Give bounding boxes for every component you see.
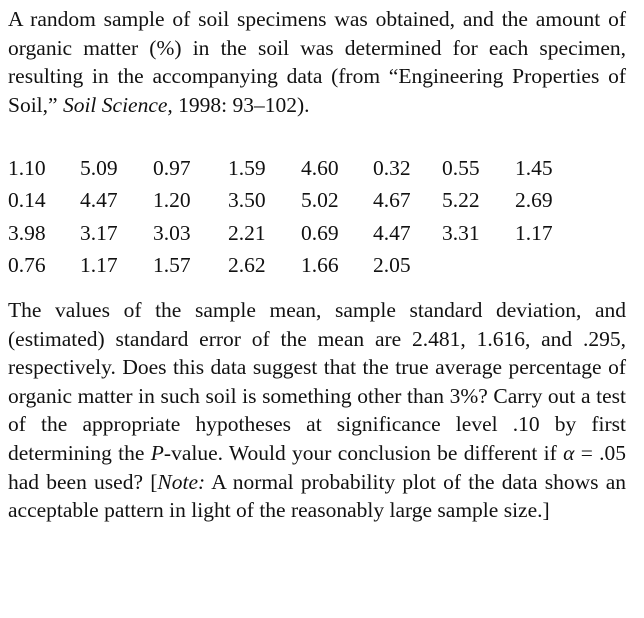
data-row: 3.98 3.17 3.03 2.21 0.69 4.47 3.31 1.17 [8, 217, 575, 249]
organic-matter-data-table: 1.10 5.09 0.97 1.59 4.60 0.32 0.55 1.45 0.14 4.47… [8, 152, 575, 281]
data-row: 1.10 5.09 0.97 1.59 4.60 0.32 0.55 1.45 [8, 152, 575, 184]
journal-title: Soil Science, [62, 92, 173, 117]
citation-pages: 1998: 93–102). [172, 92, 310, 117]
data-value: 4.67 [373, 188, 411, 213]
data-value: 3.17 [80, 220, 118, 245]
question-text-3: = .05 had been used? [ [8, 440, 627, 494]
intro-text: A random sample of soil specimens was ob… [8, 7, 626, 117]
data-row: 0.14 4.47 1.20 3.50 5.02 4.67 5.22 2.69 [8, 184, 575, 216]
intro-paragraph: A random sample of soil specimens was ob… [8, 5, 626, 119]
data-value: 4.47 [373, 220, 411, 245]
data-value: 0.14 [8, 188, 46, 213]
data-value: 3.31 [442, 220, 480, 245]
note-label: Note: [157, 469, 206, 494]
data-value: 2.69 [515, 188, 553, 213]
data-value: 0.32 [373, 156, 411, 180]
data-value: 0.69 [301, 220, 339, 245]
data-value: 1.17 [80, 252, 118, 277]
data-value: 0.97 [153, 156, 191, 180]
data-value: 1.57 [153, 252, 191, 277]
data-value: 1.20 [153, 188, 191, 213]
question-text: The values of the sample mean, sample st… [8, 298, 626, 465]
data-row: 0.76 1.17 1.57 2.62 1.66 2.05 [8, 249, 575, 281]
data-value: 0.76 [8, 252, 46, 277]
data-value: 5.22 [442, 188, 480, 213]
question-paragraph: The values of the sample mean, sample st… [8, 296, 626, 525]
data-value: 1.45 [515, 156, 553, 180]
alpha-symbol: α [563, 440, 575, 465]
data-value: 1.10 [8, 156, 46, 180]
data-value: 2.21 [228, 220, 266, 245]
note-text: A normal probability plot of the data sh… [8, 469, 626, 523]
data-value: 1.59 [228, 156, 266, 180]
data-value: 3.03 [153, 220, 191, 245]
data-value: 0.55 [442, 156, 480, 180]
data-value: 1.17 [515, 220, 553, 245]
p-value-symbol: P [150, 440, 164, 465]
data-value: 2.62 [228, 252, 266, 277]
data-value: 5.02 [301, 188, 339, 213]
data-value: 2.05 [373, 252, 411, 277]
data-value: 5.09 [80, 156, 118, 180]
data-value: 4.47 [80, 188, 118, 213]
question-text-2: -value. Would your conclusion be differe… [163, 440, 564, 465]
data-value: 3.50 [228, 188, 266, 213]
data-value: 3.98 [8, 220, 46, 245]
data-value: 4.60 [301, 156, 339, 180]
data-value: 1.66 [301, 252, 339, 277]
